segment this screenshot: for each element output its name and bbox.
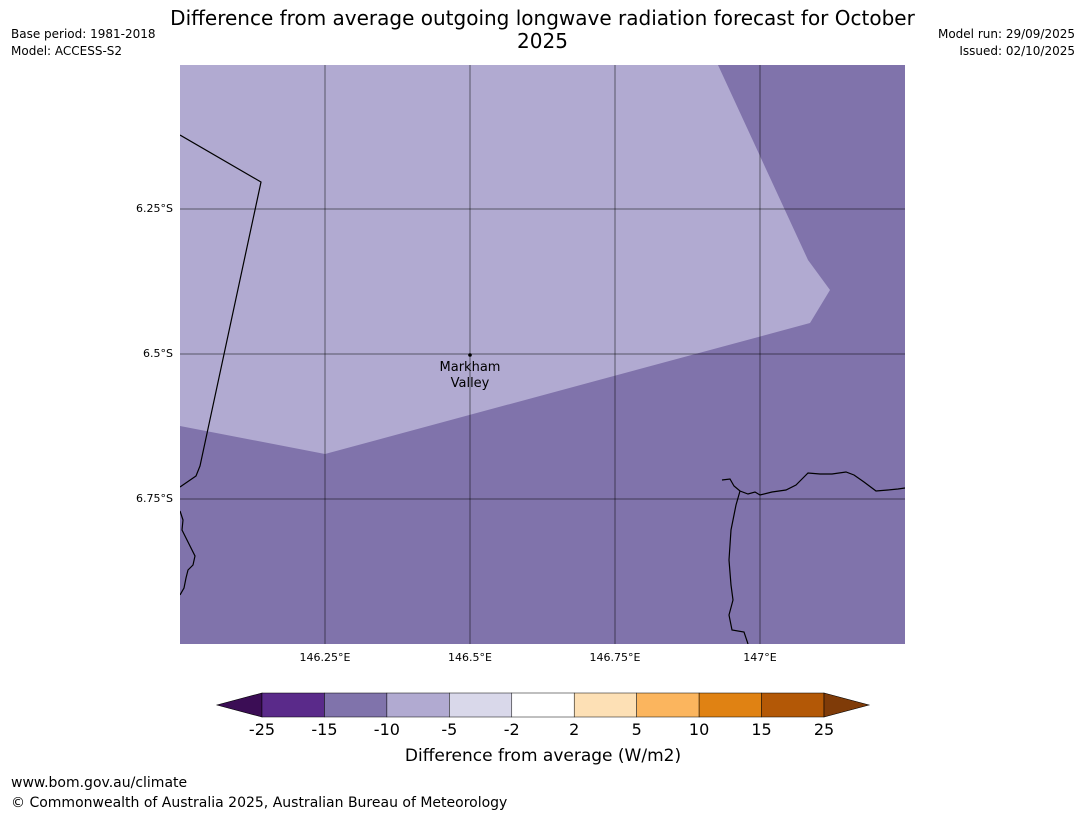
place-marker xyxy=(468,353,472,357)
west-coastline xyxy=(180,510,196,596)
website-text: www.bom.gov.au/climate xyxy=(11,775,188,791)
colorbar-tick-label: -2 xyxy=(503,720,520,739)
lat-label-6-75: 6.75°S xyxy=(136,492,173,505)
map-title: Difference from average outgoing longwav… xyxy=(170,6,915,53)
lat-label-6-5: 6.5°S xyxy=(143,347,173,360)
huon-coastline xyxy=(721,471,905,496)
markham-river-line xyxy=(728,490,749,644)
issued-text: Issued: 02/10/2025 xyxy=(959,44,1075,58)
colorbar xyxy=(215,692,871,718)
lat-label-6-25: 6.25°S xyxy=(136,202,173,215)
copyright-text: © Commonwealth of Australia 2025, Austra… xyxy=(11,795,508,811)
colorbar-tick-label: -25 xyxy=(248,720,276,739)
colorbar-segment xyxy=(761,692,825,718)
lon-label-146-75: 146.75°E xyxy=(589,651,641,664)
colorbar-segment xyxy=(511,692,575,718)
place-label-line2: Valley xyxy=(450,376,490,391)
lon-label-147: 147°E xyxy=(743,651,777,664)
colorbar-tick-label: -5 xyxy=(441,720,458,739)
colorbar-tick-label: 2 xyxy=(569,720,580,739)
region-light-anomaly xyxy=(180,65,830,454)
map-area xyxy=(180,65,905,644)
colorbar-tick-label: 25 xyxy=(813,720,835,739)
colorbar-segment xyxy=(573,692,637,718)
base-period-text: Base period: 1981-2018 xyxy=(11,27,156,41)
colorbar-extend-high xyxy=(823,692,871,718)
colorbar-tick-label: -15 xyxy=(311,720,338,739)
colorbar-extend-low xyxy=(215,692,263,718)
colorbar-tick-label: 5 xyxy=(631,720,642,739)
model-run-text: Model run: 29/09/2025 xyxy=(937,27,1075,41)
lon-label-146-5: 146.5°E xyxy=(448,651,492,664)
place-label-line1: Markham xyxy=(439,360,501,375)
colorbar-segment xyxy=(636,692,700,718)
colorbar-segment xyxy=(698,692,762,718)
colorbar-segment xyxy=(261,692,325,718)
colorbar-tick-label: 10 xyxy=(688,720,710,739)
colorbar-segment xyxy=(324,692,388,718)
colorbar-tick-label: -10 xyxy=(373,720,400,739)
colorbar-segment xyxy=(449,692,513,718)
model-text: Model: ACCESS-S2 xyxy=(11,44,123,58)
colorbar-segment xyxy=(386,692,450,718)
colorbar-tick-label: 15 xyxy=(751,720,772,739)
province-border-line xyxy=(180,134,262,488)
place-label: Markham Valley xyxy=(420,360,520,392)
lon-label-146-25: 146.25°E xyxy=(299,651,351,664)
colorbar-title: Difference from average (W/m2) xyxy=(404,746,682,766)
